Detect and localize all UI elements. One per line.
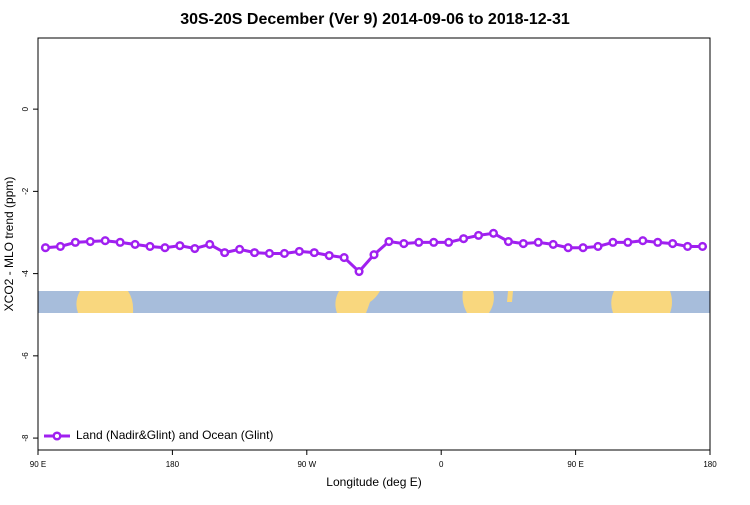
y-tick-label: -8 <box>21 434 30 442</box>
data-point <box>115 237 125 247</box>
data-point <box>324 250 334 261</box>
x-tick-label: 90 E <box>30 460 46 469</box>
data-point <box>294 246 304 256</box>
y-tick-label: -6 <box>21 352 30 360</box>
data-point <box>145 241 155 252</box>
data-point <box>473 230 484 240</box>
data-point <box>414 237 424 247</box>
x-axis-label: Longitude (deg E) <box>326 475 421 489</box>
data-point <box>548 239 558 249</box>
data-point <box>503 236 513 247</box>
data-point <box>399 239 409 249</box>
data-point <box>608 237 618 247</box>
data-point <box>697 241 708 252</box>
data-point <box>384 236 394 247</box>
data-point <box>309 248 319 258</box>
data-point <box>160 243 170 253</box>
data-point <box>623 237 633 247</box>
data-point <box>249 248 260 258</box>
data-point <box>638 236 648 246</box>
x-tick-label: 90 W <box>297 460 316 469</box>
data-point <box>488 228 499 238</box>
y-tick-label: -2 <box>21 187 30 195</box>
data-point <box>55 241 65 252</box>
legend-label: Land (Nadir&Glint) and Ocean (Glint) <box>76 428 273 442</box>
x-tick-label: 90 E <box>567 460 583 469</box>
data-point <box>369 250 379 260</box>
legend-marker <box>52 431 62 441</box>
data-point <box>668 239 678 249</box>
data-point <box>533 237 543 247</box>
data-point <box>220 248 230 258</box>
data-point <box>459 234 469 244</box>
data-point <box>40 243 51 253</box>
data-point <box>205 239 215 249</box>
data-point <box>190 243 200 254</box>
data-point <box>70 237 80 247</box>
data-point <box>100 236 110 246</box>
x-tick-label: 0 <box>439 460 444 469</box>
data-point <box>593 241 603 252</box>
chart-title: 30S-20S December (Ver 9) 2014-09-06 to 2… <box>180 11 570 28</box>
data-point <box>235 244 245 254</box>
y-axis-label: XCO2 - MLO trend (ppm) <box>2 177 16 312</box>
data-point <box>354 266 364 277</box>
data-point <box>518 239 528 249</box>
data-point <box>279 248 289 259</box>
x-tick-label: 180 <box>703 460 717 469</box>
data-point <box>444 237 454 247</box>
plot-frame <box>37 37 711 451</box>
data-point <box>563 243 573 253</box>
data-point <box>578 243 588 253</box>
y-tick-label: 0 <box>21 106 30 111</box>
data-point <box>264 248 275 259</box>
x-tick-label: 180 <box>166 460 180 469</box>
data-point <box>339 253 349 263</box>
data-point <box>429 237 439 247</box>
map-strip <box>38 291 710 313</box>
data-point <box>653 237 663 247</box>
data-point <box>85 236 95 247</box>
data-point <box>130 239 140 249</box>
data-point <box>683 241 693 252</box>
y-tick-label: -4 <box>21 270 30 278</box>
data-point <box>175 241 185 251</box>
